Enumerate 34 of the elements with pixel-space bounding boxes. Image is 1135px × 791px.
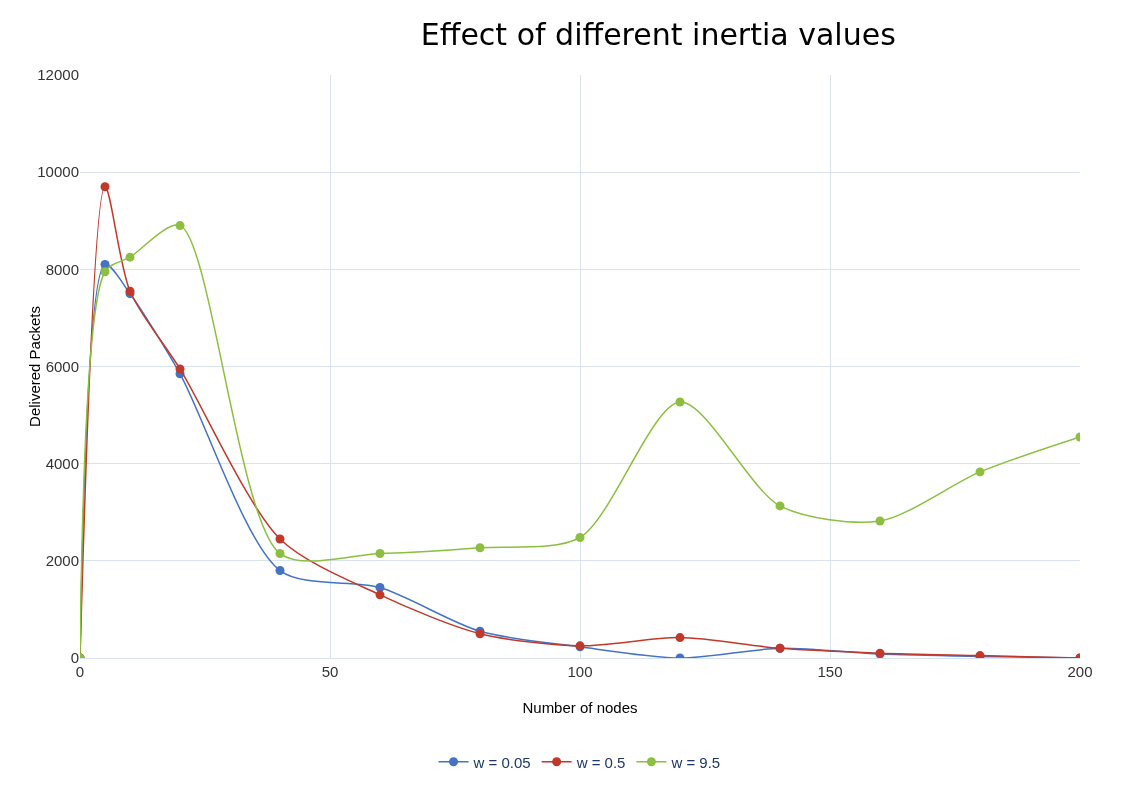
y-tick-label: 10000: [37, 163, 79, 181]
point: [575, 533, 585, 543]
y-tick-label: 2000: [45, 552, 79, 570]
point: [100, 182, 110, 192]
x-tick-label: 100: [567, 663, 593, 680]
y-tick-label: 6000: [45, 357, 79, 375]
point: [975, 467, 985, 477]
y-axis-title: Delivered Packets: [26, 306, 43, 427]
x-tick-label: 150: [817, 663, 843, 680]
point: [275, 549, 285, 559]
point: [675, 633, 685, 643]
point: [175, 364, 185, 374]
chart-title: Effect of different inertia values: [420, 16, 896, 52]
x-axis-title: Number of nodes: [522, 699, 638, 716]
point: [275, 534, 285, 544]
point: [100, 267, 110, 277]
x-tick-label: 200: [1067, 663, 1093, 680]
point: [175, 221, 185, 231]
point: [275, 566, 285, 576]
point: [125, 252, 135, 262]
y-tick-label: 0: [70, 649, 79, 667]
y-tick-label: 12000: [37, 66, 79, 84]
legend-label: w = 0.5: [575, 753, 626, 771]
y-tick-label: 4000: [45, 454, 79, 472]
legend-label: w = 9.5: [670, 753, 721, 771]
point: [375, 549, 385, 559]
legend-label: w = 0.05: [472, 753, 531, 771]
point: [375, 590, 385, 600]
x-tick-label: 50: [321, 663, 339, 680]
y-tick-label: 8000: [45, 260, 79, 278]
point: [675, 397, 685, 407]
point: [475, 543, 485, 553]
point: [775, 501, 785, 511]
point: [875, 516, 885, 526]
